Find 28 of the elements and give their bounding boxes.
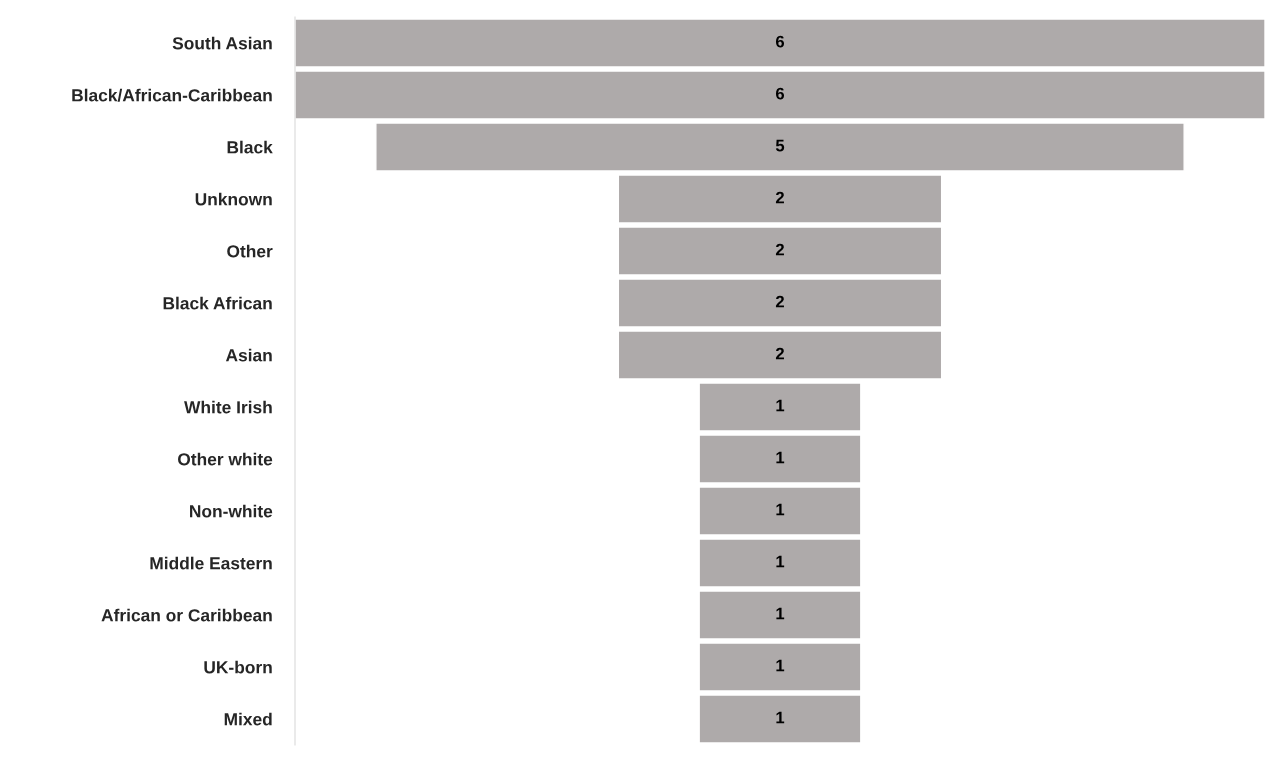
category-label: Other [227,244,273,258]
category-label: Other white [178,452,273,466]
data-label: 1 [776,451,785,464]
category-label: Unknown [195,192,272,206]
data-label: 1 [776,711,785,724]
category-label: Black [227,140,273,154]
data-label: 6 [775,35,785,48]
data-label: 2 [775,243,784,256]
data-label: 1 [776,399,785,412]
data-label: 1 [776,607,785,620]
category-label: Asian [225,348,272,362]
data-label: 1 [776,659,785,672]
category-label: Black/African-Caribbean [72,88,272,102]
data-label: 2 [775,191,784,204]
category-label: Black African [163,296,272,310]
category-label: UK-born [204,660,272,674]
data-label: 1 [776,503,785,516]
data-label: 2 [775,347,784,360]
data-label: 5 [775,139,785,152]
category-label: White Irish [184,400,272,414]
data-label: 1 [776,555,785,568]
category-label: South Asian [172,36,272,50]
data-label: 6 [775,87,785,100]
category-label: Non-white [190,504,273,518]
category-label: Middle Eastern [150,556,272,570]
category-label: Mixed [224,712,272,726]
category-label: African or Caribbean [101,608,272,622]
data-label: 2 [775,295,784,308]
